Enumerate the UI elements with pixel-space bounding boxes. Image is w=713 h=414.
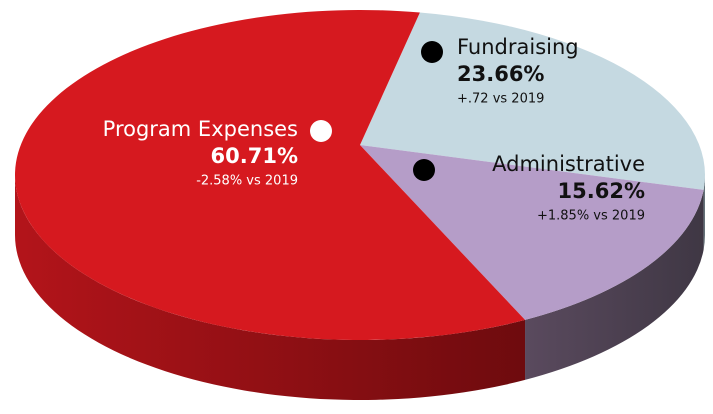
slice-note: -2.58% vs 2019 bbox=[196, 174, 298, 189]
slice-side bbox=[703, 175, 705, 250]
slice-side bbox=[15, 175, 526, 400]
slice-value: 60.71% bbox=[211, 144, 298, 168]
slice-value: 23.66% bbox=[457, 62, 544, 86]
pie-labels: Fundraising 23.66% +.72 vs 2019 Administrat… bbox=[103, 35, 645, 224]
label-dot bbox=[310, 120, 332, 142]
slice-note: +.72 vs 2019 bbox=[457, 92, 544, 107]
label-dot bbox=[413, 159, 435, 181]
slice bbox=[360, 12, 705, 190]
slice-label: Administrative bbox=[492, 152, 645, 176]
pie-tops bbox=[14, 10, 705, 341]
label-dot bbox=[421, 41, 443, 63]
slice-side bbox=[525, 189, 704, 380]
pie-sides bbox=[15, 175, 705, 400]
slice-label: Fundraising bbox=[457, 35, 579, 59]
slice bbox=[14, 10, 526, 341]
slice-note: +1.85% vs 2019 bbox=[537, 209, 645, 224]
slice-label: Program Expenses bbox=[103, 117, 298, 141]
slice bbox=[360, 145, 704, 320]
slice-value: 15.62% bbox=[558, 179, 645, 203]
